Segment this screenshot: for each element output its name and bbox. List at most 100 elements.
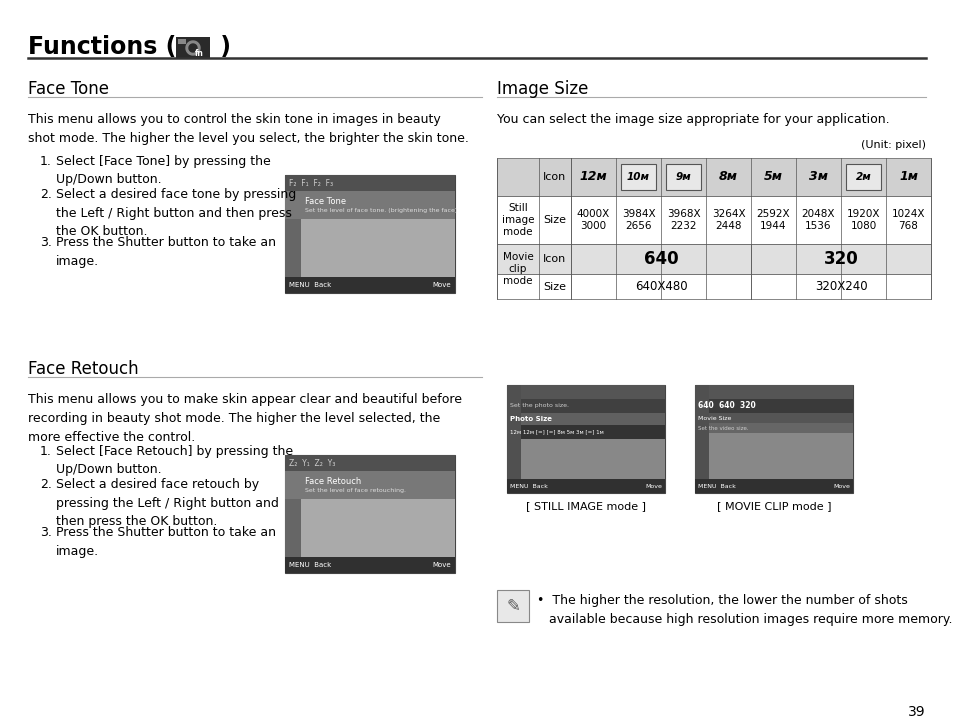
Text: ): ) — [212, 35, 231, 59]
Text: 320: 320 — [822, 250, 858, 268]
Text: Face Tone: Face Tone — [28, 80, 109, 98]
Text: fn: fn — [194, 48, 203, 58]
Text: MENU  Back: MENU Back — [289, 562, 331, 568]
Text: Size: Size — [543, 282, 566, 292]
Bar — [506, 413, 664, 425]
Bar — [695, 479, 852, 493]
Text: 1.: 1. — [40, 445, 51, 458]
Bar — [695, 433, 852, 479]
Text: 3264X
2448: 3264X 2448 — [711, 209, 744, 231]
Text: Select [Face Retouch] by pressing the
Up/Down button.: Select [Face Retouch] by pressing the Up… — [56, 445, 293, 477]
Bar — [285, 175, 455, 293]
Text: 3.: 3. — [40, 236, 51, 249]
Bar — [285, 175, 455, 191]
Text: 640: 640 — [643, 250, 678, 268]
Text: 3.: 3. — [40, 526, 51, 539]
Text: 2.: 2. — [40, 188, 51, 201]
Bar — [285, 557, 455, 573]
Bar — [285, 191, 455, 219]
Bar — [285, 499, 455, 557]
Text: [ STILL IMAGE mode ]: [ STILL IMAGE mode ] — [525, 501, 645, 511]
Text: 39: 39 — [907, 705, 925, 719]
Text: 1920X
1080: 1920X 1080 — [846, 209, 880, 231]
Text: 2.: 2. — [40, 478, 51, 491]
Polygon shape — [189, 44, 196, 52]
Text: 9м: 9м — [675, 172, 691, 182]
Bar — [620, 164, 656, 190]
Bar — [497, 158, 930, 196]
Text: 3м: 3м — [808, 171, 827, 184]
Bar — [506, 479, 664, 493]
Text: Move: Move — [644, 484, 661, 488]
Bar — [695, 413, 852, 423]
Bar — [285, 219, 301, 277]
Text: Size: Size — [543, 215, 566, 225]
Bar — [695, 385, 708, 493]
Text: Press the Shutter button to take an
image.: Press the Shutter button to take an imag… — [56, 236, 275, 268]
Bar — [506, 385, 520, 493]
Text: This menu allows you to make skin appear clear and beautiful before
recording in: This menu allows you to make skin appear… — [28, 393, 461, 444]
Text: Select [Face Tone] by pressing the
Up/Down button.: Select [Face Tone] by pressing the Up/Do… — [56, 155, 271, 186]
Text: 640  640  320: 640 640 320 — [698, 402, 755, 410]
Text: Set the level of face retouching.: Set the level of face retouching. — [305, 488, 406, 493]
Bar — [506, 385, 664, 493]
Text: 1м: 1м — [898, 171, 917, 184]
Text: Functions (: Functions ( — [28, 35, 176, 59]
Bar — [497, 196, 930, 244]
Bar — [285, 455, 455, 573]
Text: Icon: Icon — [543, 254, 566, 264]
Text: 12м: 12м — [579, 171, 607, 184]
Text: Set the photo size.: Set the photo size. — [510, 403, 568, 408]
Bar — [497, 274, 930, 299]
Text: 8м: 8м — [719, 171, 738, 184]
Text: 12м 12м [=] [=] 8м 5м 3м [=] 1м: 12м 12м [=] [=] 8м 5м 3м [=] 1м — [510, 430, 603, 434]
Bar — [506, 399, 664, 413]
Text: (Unit: pixel): (Unit: pixel) — [861, 140, 925, 150]
Text: Movie Size: Movie Size — [698, 415, 731, 420]
Text: 1.: 1. — [40, 155, 51, 168]
Bar — [178, 39, 186, 44]
Bar — [175, 37, 210, 59]
Text: MENU  Back: MENU Back — [510, 484, 547, 488]
Text: Photo Size: Photo Size — [510, 416, 552, 422]
Text: Set the level of face tone. (brightening the face): Set the level of face tone. (brightening… — [305, 208, 456, 213]
Bar — [285, 455, 455, 471]
Text: 2м: 2м — [855, 172, 870, 182]
Text: Select a desired face tone by pressing
the Left / Right button and then press
th: Select a desired face tone by pressing t… — [56, 188, 296, 238]
Polygon shape — [186, 41, 200, 55]
Text: This menu allows you to control the skin tone in images in beauty
shot mode. The: This menu allows you to control the skin… — [28, 113, 468, 145]
Text: Move: Move — [432, 282, 451, 288]
Bar — [506, 439, 664, 479]
Bar — [695, 399, 852, 413]
Text: F₂  F₁  F₂  F₃: F₂ F₁ F₂ F₃ — [289, 179, 333, 187]
Text: 640X480: 640X480 — [634, 280, 686, 293]
Bar — [695, 385, 852, 399]
Bar — [665, 164, 700, 190]
Text: 10м: 10м — [626, 172, 649, 182]
Text: Image Size: Image Size — [497, 80, 588, 98]
Bar — [695, 385, 852, 493]
Text: Icon: Icon — [543, 172, 566, 182]
Text: MENU  Back: MENU Back — [698, 484, 735, 488]
Bar — [285, 471, 455, 499]
Text: Face Retouch: Face Retouch — [305, 477, 361, 486]
Text: 320X240: 320X240 — [814, 280, 866, 293]
Text: Move: Move — [832, 484, 849, 488]
Text: Set the video size.: Set the video size. — [698, 426, 748, 431]
Bar — [497, 590, 529, 622]
Bar — [285, 219, 455, 277]
Text: 1024X
768: 1024X 768 — [891, 209, 924, 231]
Text: Select a desired face retouch by
pressing the Left / Right button and
then press: Select a desired face retouch by pressin… — [56, 478, 278, 528]
Text: •  The higher the resolution, the lower the number of shots
   available because: • The higher the resolution, the lower t… — [537, 594, 951, 626]
Text: Press the Shutter button to take an
image.: Press the Shutter button to take an imag… — [56, 526, 275, 557]
Text: ✎: ✎ — [505, 597, 519, 615]
Text: 5м: 5м — [763, 171, 782, 184]
Bar — [506, 385, 664, 399]
Text: You can select the image size appropriate for your application.: You can select the image size appropriat… — [497, 113, 889, 126]
Text: 2048X
1536: 2048X 1536 — [801, 209, 835, 231]
Text: 2592X
1944: 2592X 1944 — [756, 209, 789, 231]
Text: 4000X
3000: 4000X 3000 — [577, 209, 610, 231]
Text: Movie
clip
mode: Movie clip mode — [502, 251, 533, 287]
Bar — [285, 277, 455, 293]
Bar — [845, 164, 880, 190]
